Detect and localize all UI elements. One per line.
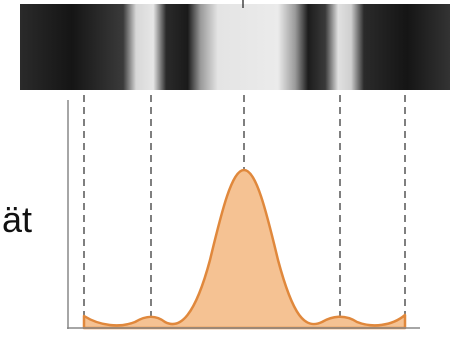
- diagram: ät: [0, 0, 450, 339]
- diffraction-pattern: [20, 4, 450, 90]
- intensity-curve: [84, 170, 405, 328]
- axis-label: ät: [2, 199, 32, 240]
